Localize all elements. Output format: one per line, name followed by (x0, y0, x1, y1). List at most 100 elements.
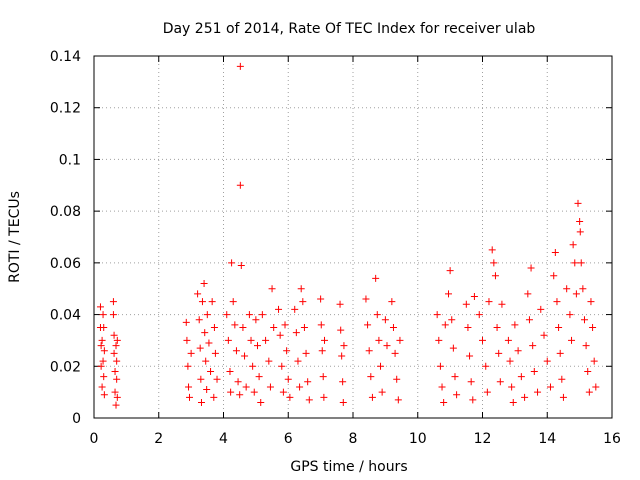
data-point (113, 357, 121, 365)
data-point (506, 357, 514, 365)
data-point (448, 316, 456, 324)
data-point (373, 311, 381, 319)
data-point (590, 357, 598, 365)
x-tick-label: 4 (219, 431, 228, 447)
data-point (462, 300, 470, 308)
data-point (550, 272, 558, 280)
data-point (580, 316, 588, 324)
data-point (383, 342, 391, 350)
data-point (110, 349, 118, 357)
data-point (99, 311, 107, 319)
data-point (467, 378, 475, 386)
x-tick-label: 10 (409, 431, 427, 447)
x-tick-label: 0 (90, 431, 99, 447)
data-point (393, 375, 401, 383)
data-point (98, 336, 106, 344)
data-point (98, 383, 106, 391)
data-point (255, 373, 263, 381)
data-point (576, 228, 584, 236)
data-point (226, 367, 234, 375)
data-point (571, 259, 579, 267)
data-point (113, 393, 121, 401)
data-point (438, 383, 446, 391)
data-point (495, 349, 503, 357)
data-point (258, 311, 266, 319)
data-point (589, 324, 597, 331)
data-point (521, 393, 529, 401)
data-point (276, 331, 284, 339)
data-point (514, 347, 522, 355)
data-point (553, 298, 561, 306)
data-point (337, 326, 345, 334)
y-tick-label: 0.08 (50, 204, 81, 220)
data-point (320, 393, 328, 401)
data-point (112, 401, 120, 409)
data-point (99, 357, 107, 365)
data-point (97, 362, 105, 370)
y-tick-label: 0 (72, 411, 81, 427)
data-point (490, 259, 498, 267)
data-point (210, 393, 218, 401)
data-point (228, 259, 236, 267)
data-point (576, 217, 584, 225)
data-point (305, 396, 313, 404)
data-point (224, 336, 232, 344)
data-point (558, 375, 566, 383)
data-point (440, 398, 448, 406)
data-point (574, 199, 582, 207)
data-point (109, 311, 117, 319)
x-tick-label: 14 (538, 431, 556, 447)
data-point (232, 347, 240, 355)
data-point (270, 324, 278, 331)
data-point (527, 264, 535, 272)
data-point (111, 388, 119, 396)
data-point (543, 357, 551, 365)
data-point (563, 285, 571, 293)
data-point (482, 362, 490, 370)
y-axis-ticks: 0 0.02 0.04 0.06 0.08 0.1 0.12 0.14 (50, 49, 612, 427)
data-point (185, 383, 193, 391)
data-point (203, 386, 211, 394)
data-point (362, 295, 370, 303)
data-point (368, 393, 376, 401)
data-point (294, 357, 302, 365)
data-point (579, 285, 587, 293)
data-point (339, 398, 347, 406)
chart-title: Day 251 of 2014, Rate Of TEC Index for r… (163, 21, 536, 37)
data-point (296, 383, 304, 391)
data-point (470, 292, 478, 300)
grid (94, 56, 612, 418)
data-point (183, 336, 191, 344)
data-point (302, 349, 310, 357)
data-point (242, 383, 250, 391)
data-point (446, 267, 454, 275)
data-point (250, 388, 258, 396)
data-point (279, 388, 287, 396)
data-point (112, 342, 120, 350)
data-point (540, 331, 548, 339)
data-point (236, 181, 244, 189)
data-point (201, 329, 209, 337)
data-point (585, 388, 593, 396)
data-point (451, 373, 459, 381)
data-point (496, 378, 504, 386)
data-point (195, 316, 203, 324)
data-point (234, 378, 242, 386)
data-point (257, 398, 265, 406)
data-point (339, 378, 347, 386)
data-point (377, 362, 385, 370)
y-tick-label: 0.04 (50, 308, 81, 324)
data-point (524, 290, 532, 298)
x-tick-label: 16 (603, 431, 621, 447)
data-point (211, 349, 219, 357)
data-point (278, 362, 286, 370)
data-point (491, 272, 499, 280)
data-point (297, 285, 305, 293)
data-points (96, 62, 600, 409)
data-point (300, 324, 308, 331)
data-point (184, 362, 192, 370)
data-point (286, 393, 294, 401)
x-axis-label: GPS time / hours (290, 459, 407, 475)
data-point (582, 342, 590, 350)
data-point (237, 261, 245, 269)
